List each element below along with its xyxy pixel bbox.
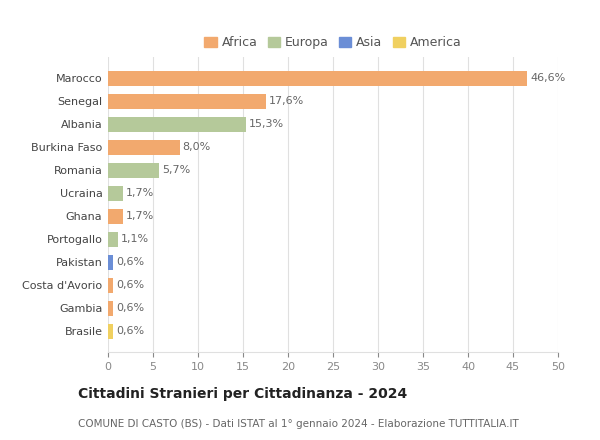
Text: 0,6%: 0,6% [116, 326, 144, 336]
Legend: Africa, Europa, Asia, America: Africa, Europa, Asia, America [202, 34, 464, 52]
Text: 0,6%: 0,6% [116, 257, 144, 267]
Bar [108, 163, 160, 178]
Bar [108, 117, 246, 132]
Text: 8,0%: 8,0% [182, 142, 211, 152]
Text: 1,7%: 1,7% [126, 188, 154, 198]
Text: 15,3%: 15,3% [248, 119, 284, 129]
Bar [108, 278, 113, 293]
Bar [108, 139, 180, 154]
Bar [108, 301, 113, 315]
Bar [108, 231, 118, 246]
Bar [108, 324, 113, 339]
Text: 1,1%: 1,1% [121, 234, 149, 244]
Text: 17,6%: 17,6% [269, 96, 304, 106]
Bar [108, 70, 527, 85]
Text: 46,6%: 46,6% [530, 73, 565, 83]
Text: COMUNE DI CASTO (BS) - Dati ISTAT al 1° gennaio 2024 - Elaborazione TUTTITALIA.I: COMUNE DI CASTO (BS) - Dati ISTAT al 1° … [78, 419, 519, 429]
Bar [108, 186, 124, 201]
Bar [108, 94, 266, 109]
Text: 0,6%: 0,6% [116, 280, 144, 290]
Bar [108, 255, 113, 270]
Text: 0,6%: 0,6% [116, 303, 144, 313]
Text: Cittadini Stranieri per Cittadinanza - 2024: Cittadini Stranieri per Cittadinanza - 2… [78, 387, 407, 401]
Bar [108, 209, 124, 224]
Text: 1,7%: 1,7% [126, 211, 154, 221]
Text: 5,7%: 5,7% [162, 165, 190, 175]
